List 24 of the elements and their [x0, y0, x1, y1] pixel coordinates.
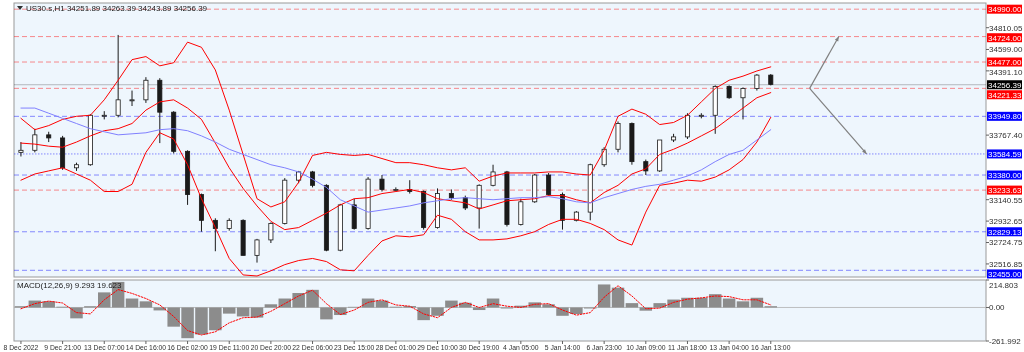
y-tick-label: 34391.10 — [989, 67, 1023, 77]
ref-line-label: 33584.59 — [988, 149, 1022, 159]
y-tick-label: -261.992 — [989, 336, 1022, 346]
chart-title: MACD(12,26,9) 9.293 19.623 — [17, 281, 123, 290]
y-tick-label: 34599.00 — [989, 45, 1023, 55]
y-tick-label: 33140.55 — [989, 195, 1023, 205]
y-tick-label: 33767.40 — [989, 130, 1023, 140]
y-tick-label: 32724.75 — [989, 238, 1023, 248]
chart-title: US30.s,H1 34251.89 34263.39 34243.89 34256.39 — [26, 4, 208, 13]
y-tick-label: 32932.65 — [989, 216, 1023, 226]
ref-line-label: 34477.00 — [988, 57, 1022, 67]
ref-line-label: 32829.13 — [988, 227, 1022, 237]
ref-line-label: 32455.00 — [988, 269, 1022, 279]
y-tick-label: 0.00 — [989, 303, 1006, 313]
ref-line-label: 33380.00 — [988, 170, 1022, 180]
ref-line-label: 34256.39 — [988, 80, 1022, 90]
y-tick-label: 32516.85 — [989, 259, 1023, 269]
y-tick-label: 214.803 — [989, 280, 1019, 290]
ref-line-label: 33949.80 — [988, 112, 1022, 122]
ref-line-label: 34724.00 — [988, 33, 1022, 43]
ref-line-label: 34990.00 — [988, 4, 1022, 14]
ref-line-label: 33233.63 — [988, 185, 1022, 195]
y-tick-label: 34810.05 — [989, 23, 1023, 33]
ref-line-label: 34221.33 — [988, 90, 1022, 100]
